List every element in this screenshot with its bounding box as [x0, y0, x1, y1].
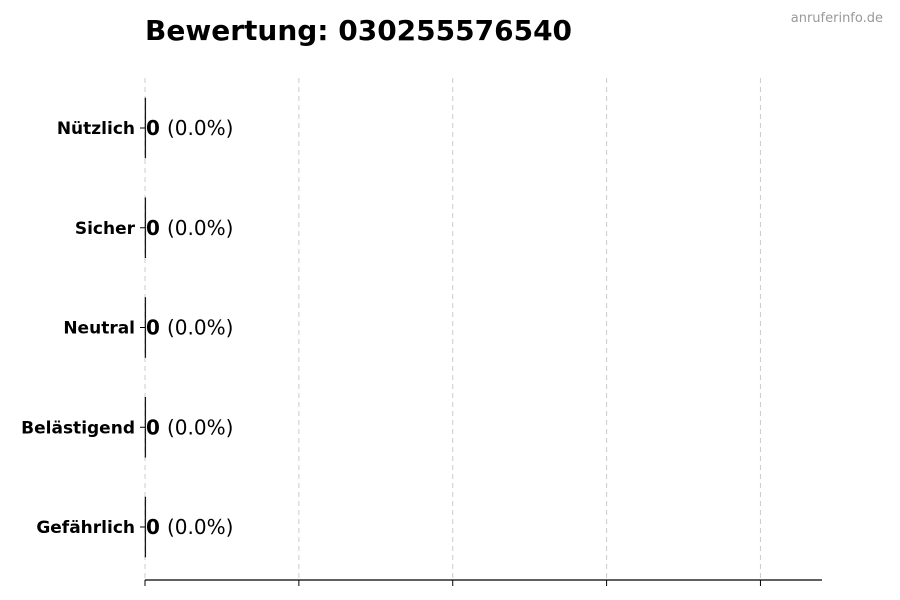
- data-label-count: 0: [146, 415, 160, 439]
- y-tick-label: Gefährlich: [36, 518, 135, 538]
- data-label-percent: (0.0%): [167, 415, 233, 439]
- data-label-count: 0: [146, 216, 160, 240]
- y-tick-label: Belästigend: [21, 418, 135, 438]
- y-tick-label: Nützlich: [57, 119, 135, 139]
- data-label-percent: (0.0%): [167, 116, 233, 140]
- data-label-percent: (0.0%): [167, 515, 233, 539]
- data-label-percent: (0.0%): [167, 316, 233, 340]
- y-tick-label: Sicher: [75, 219, 136, 239]
- watermark: anruferinfo.de: [791, 11, 883, 26]
- data-label-count: 0: [146, 316, 160, 340]
- chart-title: Bewertung: 030255576540: [145, 14, 572, 47]
- data-label-count: 0: [146, 116, 160, 140]
- data-label-percent: (0.0%): [167, 216, 233, 240]
- data-label-count: 0: [146, 515, 160, 539]
- y-tick-label: Neutral: [63, 319, 135, 339]
